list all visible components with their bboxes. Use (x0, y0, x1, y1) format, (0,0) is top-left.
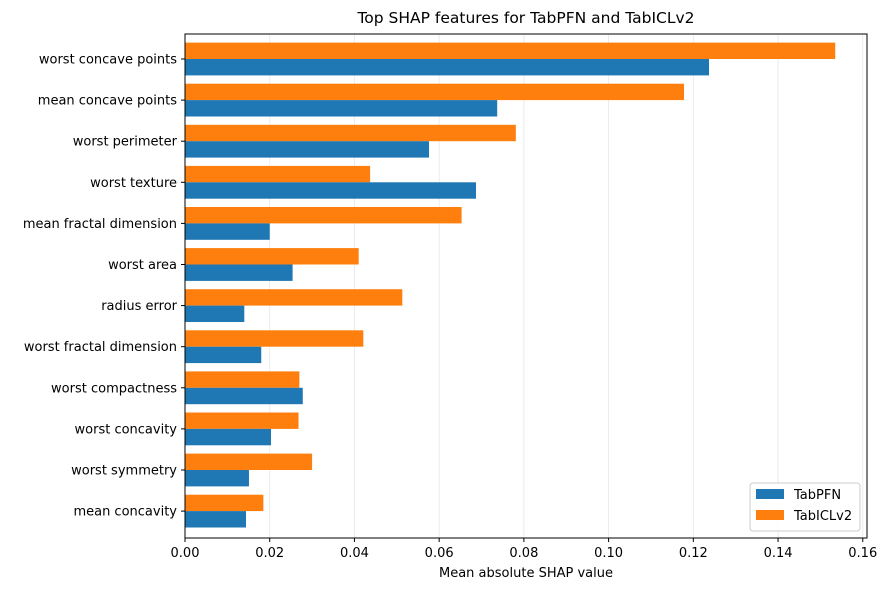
x-tick-label: 0.00 (171, 546, 200, 561)
y-tick-label: mean concave points (38, 94, 177, 109)
y-axis-ticks: worst concave points mean concave points w… (23, 53, 185, 520)
y-tick-label: worst fractal dimension (24, 340, 177, 355)
legend-swatch (756, 489, 784, 499)
chart-title: Top SHAP features for TabPFN and TabICLv… (356, 9, 694, 27)
bars-group (185, 42, 836, 528)
bar-tabiclv2 (185, 42, 836, 59)
bar-tabpfn (185, 100, 498, 117)
bar-tabiclv2 (185, 412, 299, 429)
bar-tabiclv2 (185, 83, 685, 101)
y-tick-label: worst texture (90, 176, 177, 191)
bar-tabiclv2 (185, 371, 300, 388)
bar-tabpfn (185, 511, 246, 528)
y-tick-label: worst concavity (75, 422, 178, 437)
bar-tabiclv2 (185, 248, 359, 265)
bar-tabiclv2 (185, 453, 313, 470)
bar-tabiclv2 (185, 330, 364, 347)
bar-tabiclv2 (185, 494, 264, 512)
bar-tabpfn (185, 59, 709, 76)
bar-tabiclv2 (185, 165, 371, 183)
y-tick-label: mean concavity (73, 505, 177, 520)
x-tick-label: 0.06 (425, 546, 454, 561)
y-tick-label: worst concave points (39, 53, 177, 68)
y-tick-label: worst perimeter (73, 135, 178, 150)
legend-label: TabPFN (793, 488, 841, 503)
bar-tabpfn (185, 346, 262, 364)
y-tick-label: worst compactness (51, 381, 177, 396)
y-tick-label: mean fractal dimension (23, 217, 177, 232)
x-tick-label: 0.12 (679, 546, 708, 561)
x-tick-label: 0.02 (255, 546, 284, 561)
bar-tabpfn (185, 182, 477, 199)
y-tick-label: worst area (108, 258, 177, 273)
legend-label: TabICLv2 (793, 509, 852, 524)
y-tick-label: worst symmetry (71, 464, 177, 479)
bar-tabpfn (185, 141, 429, 158)
bar-tabiclv2 (185, 124, 516, 142)
bar-tabiclv2 (185, 207, 462, 224)
x-tick-label: 0.14 (764, 546, 793, 561)
x-tick-label: 0.04 (340, 546, 369, 561)
bar-tabpfn (185, 223, 270, 240)
x-tick-label: 0.08 (509, 546, 538, 561)
bar-tabpfn (185, 387, 303, 405)
bar-tabpfn (185, 264, 293, 281)
grid-lines (184, 34, 864, 538)
x-tick-label: 0.10 (594, 546, 623, 561)
legend: TabPFN TabICLv2 (749, 482, 861, 532)
plot-frame (184, 33, 868, 539)
bar-tabpfn (185, 470, 249, 487)
y-tick-label: radius error (101, 299, 177, 314)
x-axis-label: Mean absolute SHAP value (439, 566, 613, 581)
bar-tabpfn (185, 428, 271, 446)
bar-tabpfn (185, 305, 245, 322)
x-axis-ticks: 0.00 0.02 0.04 0.06 0.08 0.10 0.12 0.14 0.16 (171, 538, 877, 561)
x-tick-label: 0.16 (848, 546, 877, 561)
legend-swatch (756, 510, 784, 520)
bar-tabiclv2 (185, 289, 403, 306)
